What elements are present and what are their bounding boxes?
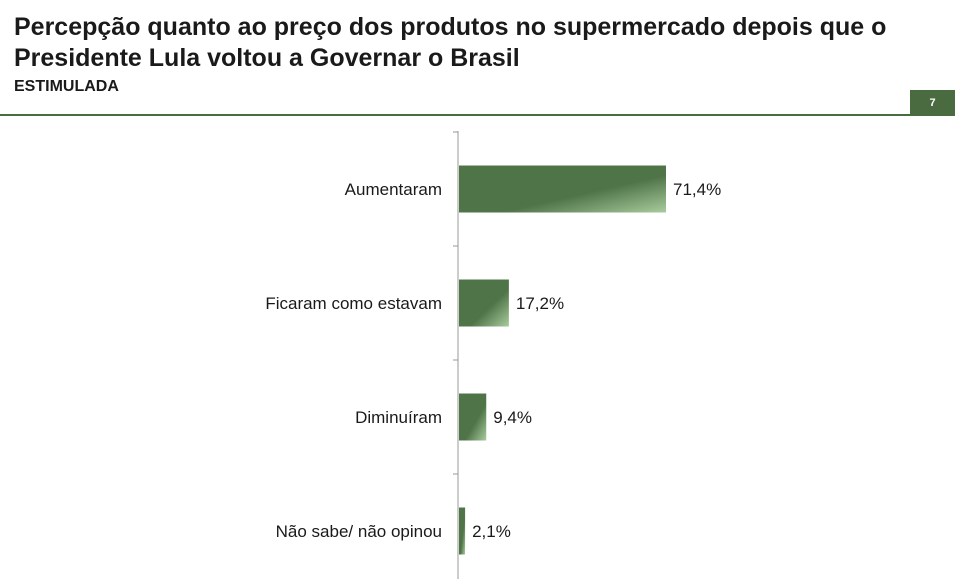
data-label: 2,1% [472, 522, 511, 541]
bar [459, 507, 466, 555]
category-label: Diminuíram [355, 408, 442, 427]
data-label: 71,4% [673, 180, 721, 199]
bar [459, 279, 509, 327]
category-label: Ficaram como estavam [265, 294, 442, 313]
page-subtitle: ESTIMULADA [14, 78, 119, 95]
category-label: Não sabe/ não opinou [276, 522, 442, 541]
category-label: Aumentaram [345, 180, 442, 199]
data-label: 17,2% [516, 294, 564, 313]
page-title: Percepção quanto ao preço dos produtos n… [14, 13, 887, 72]
data-label: 9,4% [493, 408, 532, 427]
bar [459, 393, 487, 441]
bar [459, 165, 666, 213]
header-divider [0, 114, 955, 116]
page-number-badge: 7 [910, 90, 955, 115]
